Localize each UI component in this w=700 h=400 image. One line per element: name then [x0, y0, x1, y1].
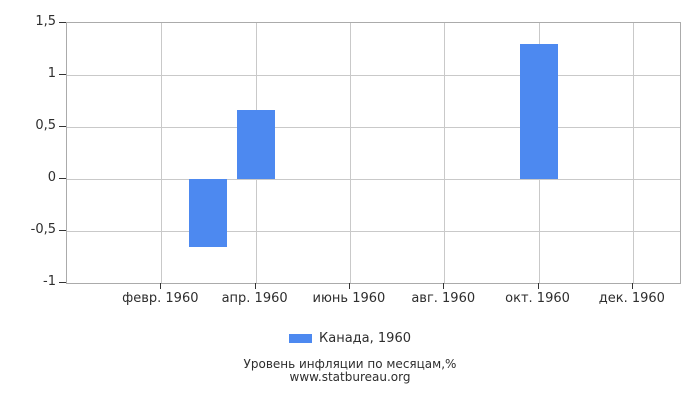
- x-tick-mark: [254, 283, 256, 289]
- y-tick-label: 1,5: [35, 14, 56, 29]
- legend-swatch: [289, 333, 313, 343]
- y-gridline: [67, 127, 680, 128]
- x-tick-mark: [537, 283, 539, 289]
- inflation-bar: [189, 179, 228, 247]
- inflation-bar: [519, 43, 558, 179]
- x-gridline: [444, 23, 446, 283]
- x-tick-label: авг. 1960: [411, 291, 476, 306]
- y-gridline: [67, 179, 680, 180]
- x-tick-mark: [631, 283, 633, 289]
- x-gridline: [161, 23, 163, 283]
- x-tick-mark: [348, 283, 350, 289]
- legend: Канада, 1960: [0, 330, 700, 346]
- y-tick-label: -1: [43, 274, 56, 289]
- x-tick-mark: [160, 283, 162, 289]
- y-tick-label: 0,5: [35, 118, 56, 133]
- x-tick-label: февр. 1960: [122, 291, 199, 306]
- x-tick-label: окт. 1960: [505, 291, 570, 306]
- x-tick-mark: [443, 283, 445, 289]
- y-tick-mark: [59, 178, 66, 179]
- y-tick-label: 0: [47, 170, 56, 185]
- chart-footer: Уровень инфляции по месяцам,% www.statbu…: [0, 358, 700, 384]
- y-tick-mark: [59, 126, 66, 127]
- y-tick-mark: [59, 22, 66, 23]
- x-tick-label: июнь 1960: [312, 291, 386, 306]
- x-gridline: [632, 23, 634, 283]
- x-tick-label: дек. 1960: [598, 291, 665, 306]
- source-url: www.statbureau.org: [289, 370, 411, 384]
- y-tick-label: 1: [47, 66, 56, 81]
- inflation-bar: [236, 110, 275, 179]
- x-tick-label: апр. 1960: [221, 291, 288, 306]
- plot-area: [66, 22, 681, 284]
- y-tick-label: -0,5: [30, 222, 56, 237]
- legend-label: Канада, 1960: [319, 330, 411, 346]
- y-tick-mark: [59, 230, 66, 231]
- y-gridline: [67, 75, 680, 76]
- y-gridline: [67, 231, 680, 232]
- x-gridline: [349, 23, 351, 283]
- y-tick-mark: [59, 282, 66, 283]
- chart-subtitle: Уровень инфляции по месяцам,%: [243, 357, 457, 371]
- y-tick-mark: [59, 74, 66, 75]
